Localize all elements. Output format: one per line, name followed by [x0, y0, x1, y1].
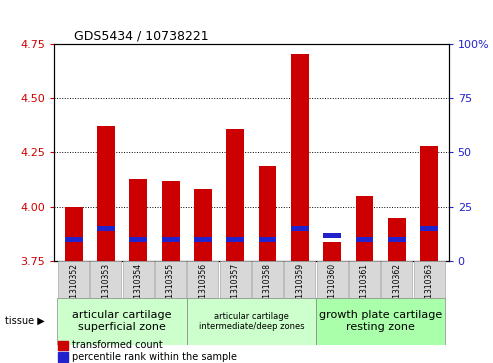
Text: articular cartilage
superficial zone: articular cartilage superficial zone — [72, 310, 172, 332]
Bar — [259, 237, 277, 242]
Bar — [323, 233, 341, 238]
Bar — [388, 218, 406, 261]
Bar — [65, 237, 82, 242]
Bar — [355, 196, 374, 261]
Text: percentile rank within the sample: percentile rank within the sample — [72, 352, 237, 362]
FancyBboxPatch shape — [123, 261, 154, 298]
Bar — [291, 54, 309, 261]
Text: articular cartilage
intermediate/deep zones: articular cartilage intermediate/deep zo… — [199, 311, 304, 331]
FancyBboxPatch shape — [252, 261, 283, 298]
Bar — [97, 226, 115, 232]
Text: GSM1310361: GSM1310361 — [360, 263, 369, 314]
FancyBboxPatch shape — [90, 261, 121, 298]
Text: GSM1310353: GSM1310353 — [102, 263, 110, 314]
Text: GSM1310355: GSM1310355 — [166, 263, 175, 314]
Text: GSM1310356: GSM1310356 — [199, 263, 208, 314]
Text: GDS5434 / 10738221: GDS5434 / 10738221 — [74, 29, 209, 42]
FancyBboxPatch shape — [317, 261, 348, 298]
Bar — [226, 129, 244, 261]
Bar — [388, 237, 406, 242]
FancyBboxPatch shape — [414, 261, 445, 298]
Bar — [58, 352, 68, 362]
Text: GSM1310363: GSM1310363 — [425, 263, 434, 314]
FancyBboxPatch shape — [187, 261, 218, 298]
Bar — [58, 340, 68, 350]
Bar — [226, 237, 244, 242]
FancyBboxPatch shape — [58, 261, 89, 298]
Bar — [162, 181, 179, 261]
FancyBboxPatch shape — [155, 261, 186, 298]
FancyBboxPatch shape — [284, 261, 316, 298]
Bar — [194, 237, 212, 242]
FancyBboxPatch shape — [349, 261, 380, 298]
Bar — [355, 237, 374, 242]
Bar — [323, 242, 341, 261]
Text: GSM1310360: GSM1310360 — [328, 263, 337, 314]
Text: GSM1310358: GSM1310358 — [263, 263, 272, 314]
Text: GSM1310352: GSM1310352 — [69, 263, 78, 314]
Bar — [97, 126, 115, 261]
Bar — [291, 226, 309, 232]
Text: transformed count: transformed count — [72, 340, 163, 350]
Bar — [65, 207, 82, 261]
Text: GSM1310354: GSM1310354 — [134, 263, 143, 314]
FancyBboxPatch shape — [58, 298, 187, 345]
Text: growth plate cartilage
resting zone: growth plate cartilage resting zone — [319, 310, 442, 332]
Bar — [162, 237, 179, 242]
FancyBboxPatch shape — [187, 298, 316, 345]
Text: GSM1310362: GSM1310362 — [392, 263, 401, 314]
Bar — [259, 166, 277, 261]
Bar — [194, 189, 212, 261]
Bar — [129, 237, 147, 242]
FancyBboxPatch shape — [220, 261, 251, 298]
FancyBboxPatch shape — [316, 298, 445, 345]
Bar — [421, 226, 438, 232]
Bar — [129, 179, 147, 261]
Text: GSM1310359: GSM1310359 — [295, 263, 304, 314]
Text: tissue ▶: tissue ▶ — [5, 316, 45, 326]
FancyBboxPatch shape — [382, 261, 413, 298]
Bar — [421, 146, 438, 261]
Text: GSM1310357: GSM1310357 — [231, 263, 240, 314]
